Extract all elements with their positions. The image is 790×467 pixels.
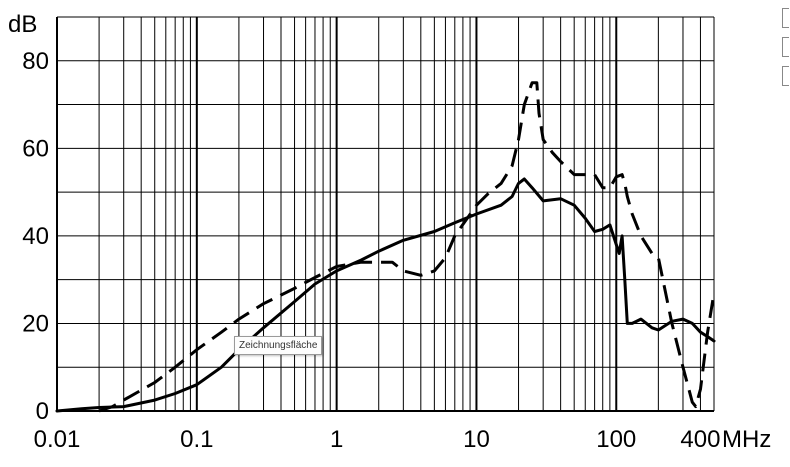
x-tick-label: 0.1 [180,426,213,453]
dashed-series-line [98,81,716,413]
grid [56,16,715,412]
x-tick-label: 1 [330,426,343,453]
y-tick-label: 60 [22,135,49,162]
side-handle[interactable] [782,66,789,86]
x-tick-label: 100 [596,426,636,453]
tick-labels: 0 20 40 60 80 0.01 0.1 1 10 100 400 [22,48,720,453]
x-tick-label: 0.01 [34,426,81,453]
series-layer [55,81,716,413]
y-axis-unit-label: dB [8,11,37,38]
x-tick-label: 400 [680,426,720,453]
plot-area-tooltip: Zeichnungsfläche [234,336,323,355]
y-tick-label: 40 [22,223,49,250]
x-tick-label: 10 [463,426,490,453]
y-tick-label: 0 [36,398,49,425]
solid-series-line [55,177,716,413]
x-axis-unit-label: MHz [722,426,771,453]
side-handle[interactable] [782,8,789,28]
side-handle[interactable] [782,37,789,57]
y-tick-label: 20 [22,310,49,337]
y-tick-label: 80 [22,48,49,75]
side-panel-handles [782,8,790,95]
